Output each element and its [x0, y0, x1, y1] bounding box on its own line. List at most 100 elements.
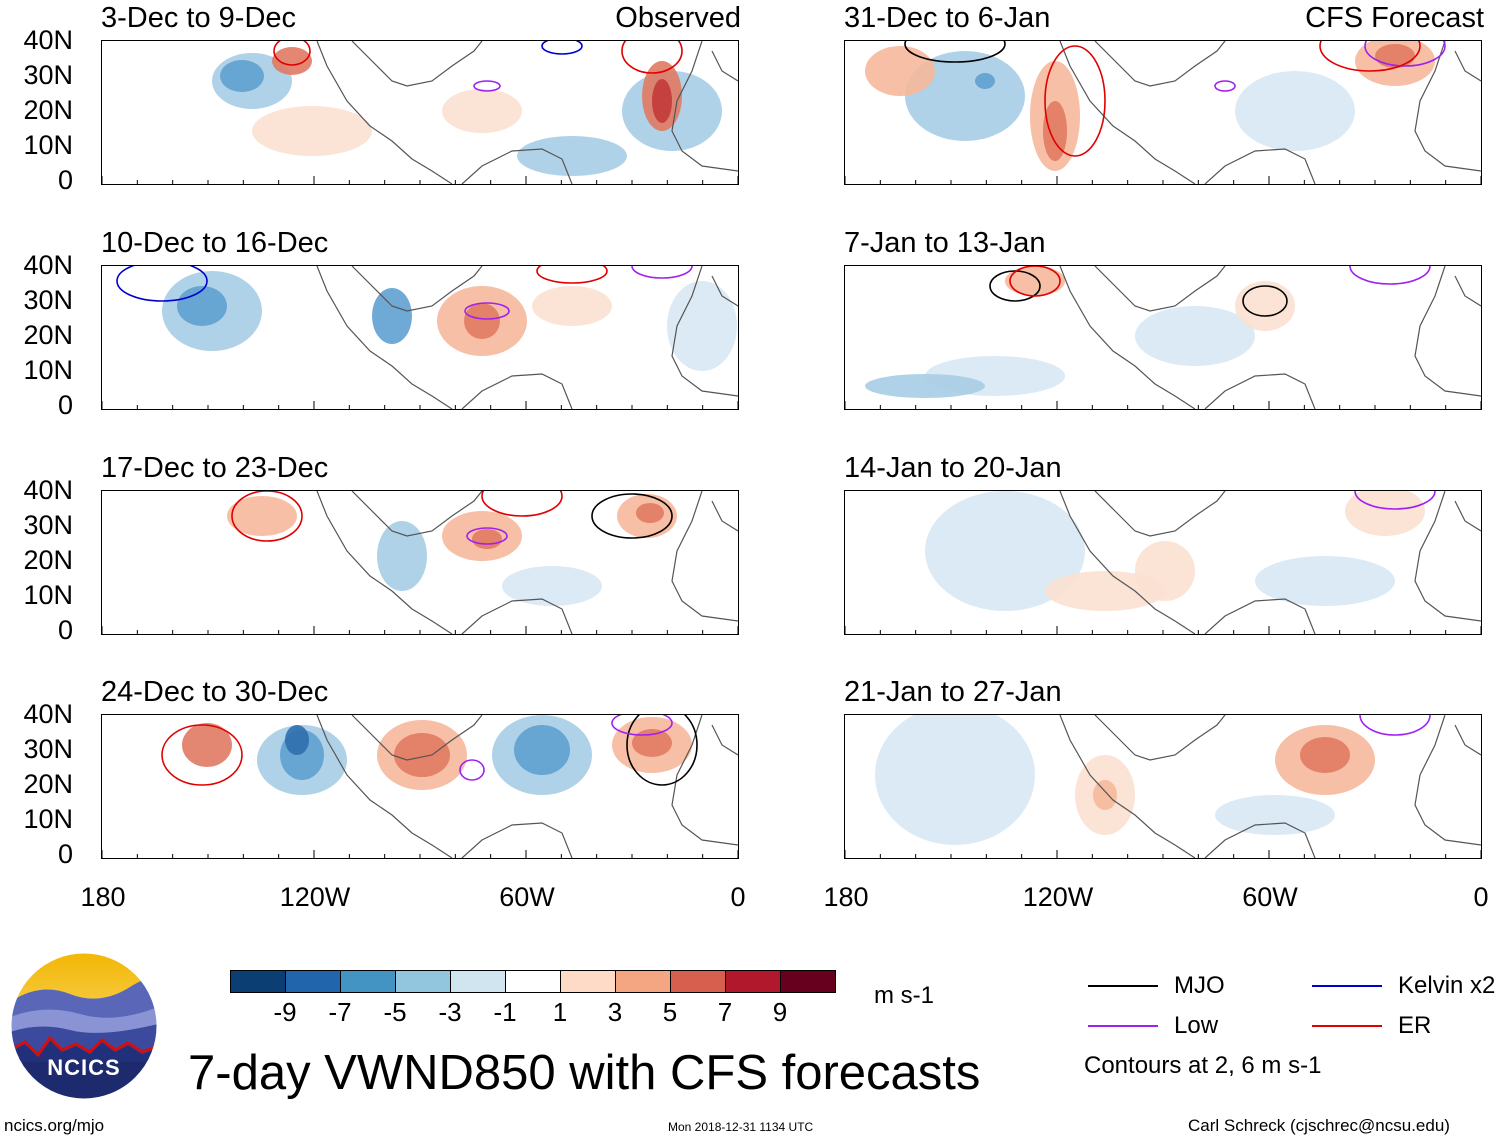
lat-tick: 20N	[23, 545, 73, 575]
lat-tick: 30N	[23, 60, 73, 90]
anomaly-shading	[442, 89, 522, 133]
anomaly-shading	[1300, 737, 1350, 773]
map-svg	[845, 715, 1481, 858]
anomaly-shading	[1235, 281, 1295, 331]
lat-tick: 40N	[23, 699, 73, 729]
low-contour	[631, 266, 693, 279]
map-area	[101, 714, 739, 859]
lon-tick: 60W	[1242, 882, 1298, 912]
coastline	[316, 715, 738, 858]
anomaly-shading	[394, 733, 450, 777]
anomaly-shading	[865, 374, 985, 398]
anomaly-shading	[272, 47, 312, 75]
anomaly-shading	[182, 723, 232, 767]
anomaly-shading	[1005, 266, 1065, 296]
anomaly-shading	[865, 46, 935, 96]
panel-title: 3-Dec to 9-Dec	[101, 2, 297, 34]
kelvin-contour	[541, 41, 583, 55]
lat-tick: 0	[57, 615, 73, 645]
observed-panel-2: 10-Dec to 16-Dec	[101, 228, 741, 418]
colorbar-swatch	[231, 971, 286, 992]
map-area	[101, 40, 739, 185]
coastline	[1059, 491, 1481, 634]
low-contour	[1354, 491, 1436, 510]
colorbar-swatch	[286, 971, 341, 992]
colorbar-label: 7	[717, 997, 733, 1027]
lon-tick: 180	[823, 882, 869, 912]
legend-low-label: Low	[1174, 1012, 1219, 1039]
mjo-contour	[904, 41, 1006, 63]
kelvin-contour	[116, 266, 208, 302]
map-svg	[845, 266, 1481, 409]
er-contour	[231, 491, 303, 542]
footer-url[interactable]: ncics.org/mjo	[4, 1116, 105, 1135]
lat-tick: 20N	[23, 95, 73, 125]
anomaly-shading	[220, 60, 264, 92]
legend-mjo-label: MJO	[1174, 972, 1225, 999]
map-svg	[845, 491, 1481, 634]
anomaly-shading	[667, 281, 737, 371]
forecast-label: CFS Forecast	[1305, 2, 1484, 34]
anomaly-shading	[652, 79, 672, 123]
er-contour	[1044, 45, 1106, 157]
coastline	[316, 491, 738, 634]
er-contour	[161, 724, 243, 786]
anomaly-shading	[1043, 101, 1067, 161]
map-area	[101, 490, 739, 635]
lon-tick: 60W	[499, 882, 555, 912]
observed-panel-4: 24-Dec to 30-Dec	[101, 677, 741, 867]
map-area	[844, 714, 1482, 859]
lon-tick: 120W	[1022, 882, 1094, 912]
low-line-swatch	[1088, 1025, 1158, 1027]
lat-tick: 40N	[23, 25, 73, 55]
panel-title: 10-Dec to 16-Dec	[101, 227, 329, 259]
panel-title: 17-Dec to 23-Dec	[101, 452, 329, 484]
lat-tick: 10N	[23, 355, 73, 385]
anomaly-shading	[1093, 780, 1117, 810]
anomaly-shading	[925, 491, 1085, 611]
kelvin-line-swatch	[1312, 985, 1382, 987]
low-contour	[611, 715, 673, 736]
anomaly-shading	[1235, 71, 1355, 151]
colorbar-label: 3	[607, 997, 623, 1027]
mjo-contour	[1242, 285, 1288, 317]
colorbar-label: -1	[493, 997, 517, 1027]
anomaly-shading	[514, 725, 570, 775]
colorbar-label: 1	[552, 997, 568, 1027]
panel-title: 7-Jan to 13-Jan	[844, 227, 1046, 259]
colorbar-label: -9	[273, 997, 297, 1027]
colorbar-swatch	[781, 971, 835, 992]
lon-tick: 180	[80, 882, 126, 912]
anomaly-shading	[1135, 306, 1255, 366]
legend-er-label: ER	[1398, 1012, 1432, 1039]
logo-text: NCICS	[47, 1055, 121, 1080]
anomaly-shading	[975, 73, 995, 89]
low-contour	[466, 527, 508, 545]
map-area	[844, 490, 1482, 635]
forecast-panel-3: 14-Jan to 20-Jan	[844, 453, 1484, 643]
er-contour	[481, 491, 563, 517]
mjo-contour	[626, 715, 698, 786]
lat-tick: 10N	[23, 580, 73, 610]
observed-panel-3: 17-Dec to 23-Dec	[101, 453, 741, 643]
lat-tick: 40N	[23, 250, 73, 280]
anomaly-shading	[517, 136, 627, 176]
low-contour	[1364, 41, 1446, 67]
lat-tick: 10N	[23, 130, 73, 160]
er-contour	[1319, 41, 1421, 72]
anomaly-shading	[372, 288, 412, 344]
lat-tick: 40N	[23, 475, 73, 505]
lat-tick: 30N	[23, 734, 73, 764]
map-svg	[102, 491, 738, 634]
map-area	[101, 265, 739, 410]
legend-kelvin: Kelvin x2	[1312, 972, 1495, 1000]
colorbar-label: 9	[772, 997, 788, 1027]
low-contour	[459, 759, 485, 781]
colorbar-label: 5	[662, 997, 678, 1027]
er-contour	[536, 266, 608, 284]
anomaly-shading	[632, 729, 672, 757]
forecast-panel-1: 31-Dec to 6-Jan CFS Forecast	[844, 3, 1484, 193]
map-area	[844, 265, 1482, 410]
anomaly-shading	[177, 286, 227, 326]
lat-tick: 10N	[23, 804, 73, 834]
